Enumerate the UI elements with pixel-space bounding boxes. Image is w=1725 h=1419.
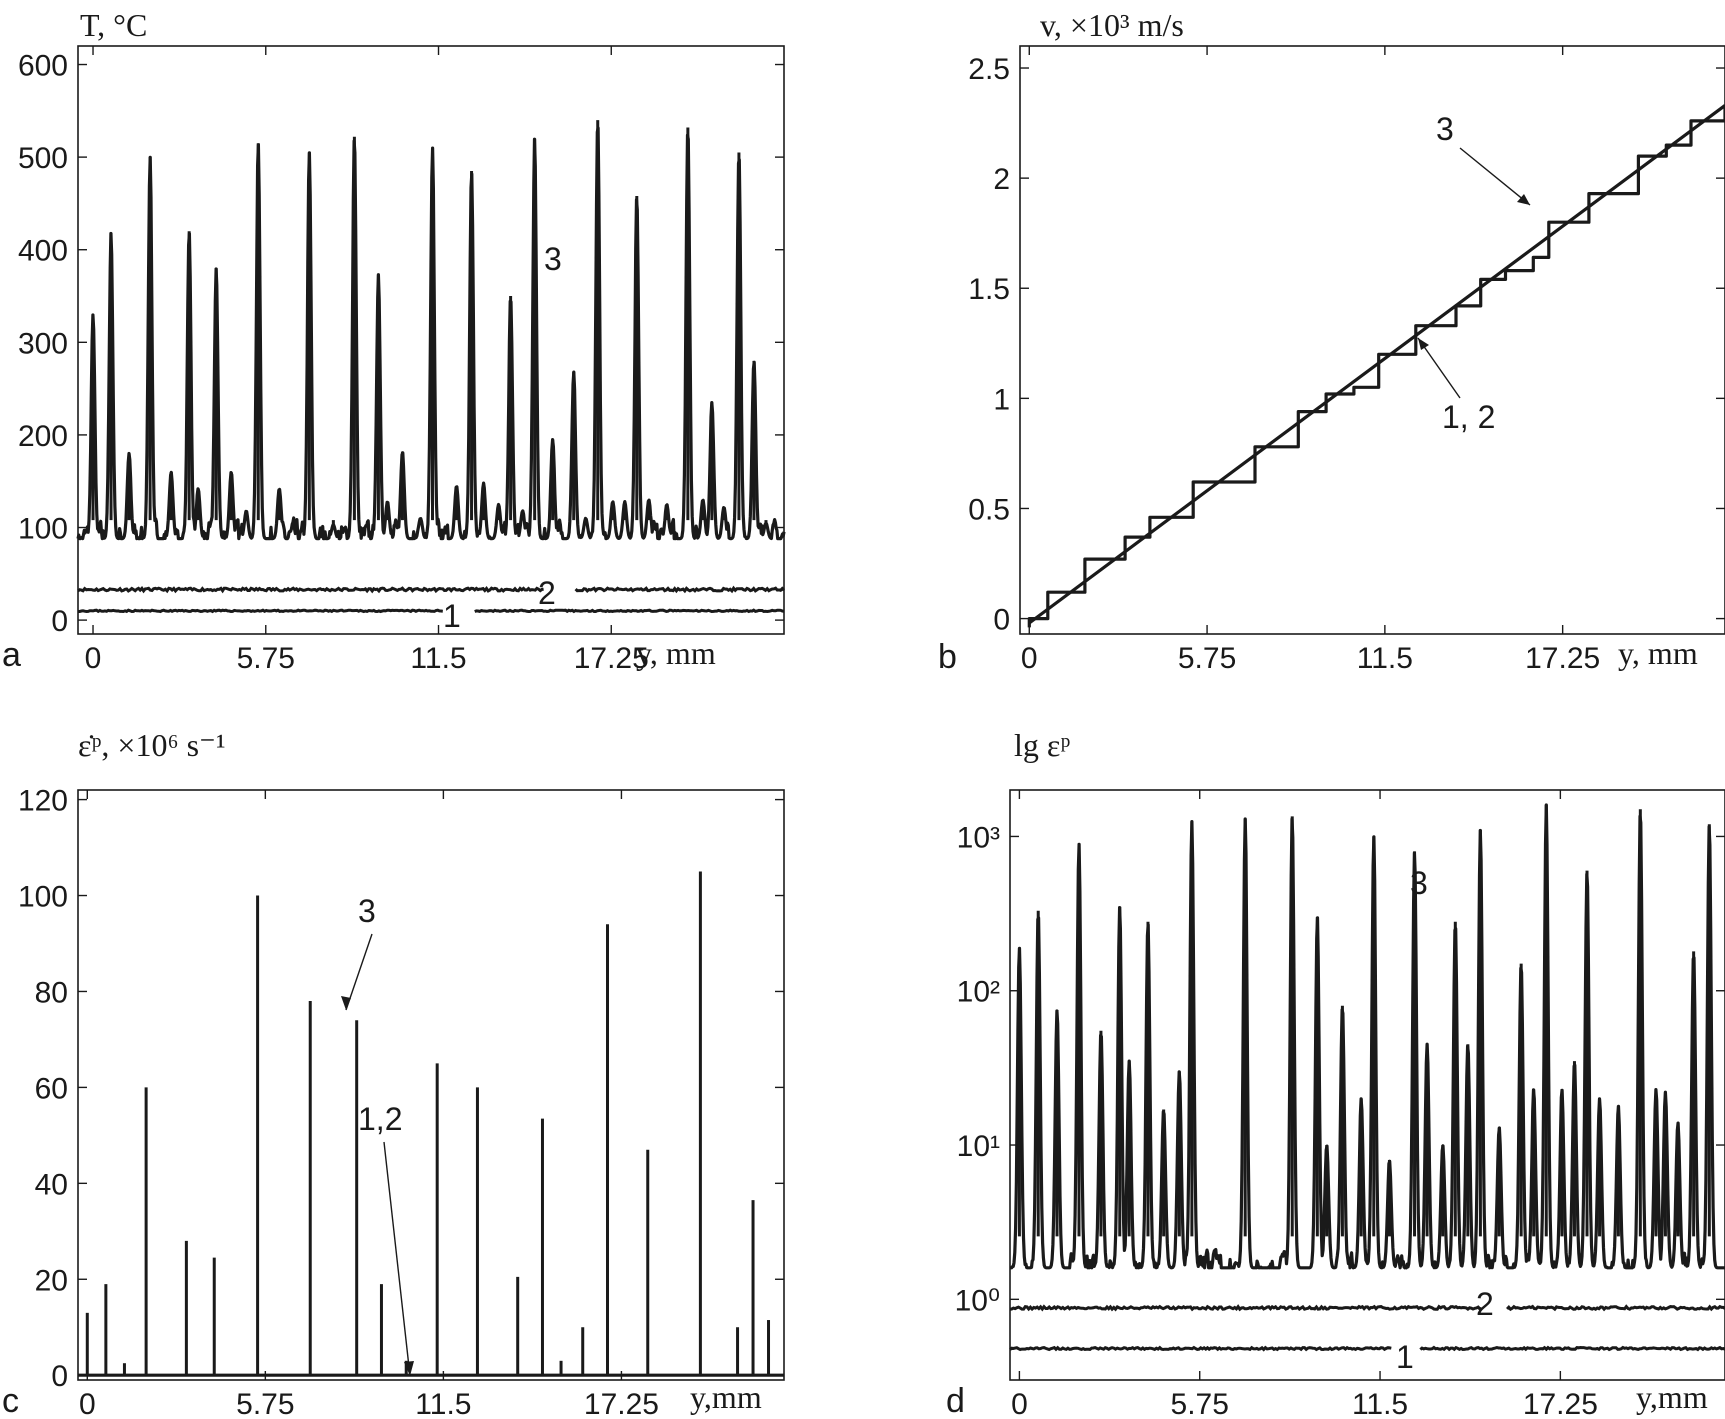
panel-c-ytick-label: 120 bbox=[18, 785, 68, 818]
panel-d-curve-2 bbox=[1009, 1304, 1725, 1312]
panel-d-curves bbox=[1009, 803, 1725, 1352]
panel-b-ytick-label: 1 bbox=[993, 383, 1010, 416]
panel-b-yticks: 0 0.5 1 1.5 2 2.5 bbox=[968, 53, 1725, 637]
panel-d: lg εᵖ 10⁰ 10¹ 10² 10³ 0 5.75 11.5 17.25 d y,mm… bbox=[946, 727, 1725, 1419]
panel-a: T, °C 0 100 200 300 400 500 600 0 5.75 11.5 17.25… bbox=[2, 7, 786, 675]
panel-d-ytick-label: 10¹ bbox=[957, 1130, 1000, 1163]
panel-c-curves bbox=[78, 871, 784, 1377]
panel-d-xtick-label: 5.75 bbox=[1171, 1388, 1229, 1419]
panel-d-ytick-label: 10⁰ bbox=[955, 1284, 1000, 1317]
panel-b-ylabel: v, ×10³ m/s bbox=[1040, 7, 1184, 43]
panel-a-ytick-label: 400 bbox=[18, 235, 68, 268]
panel-d-xtick-label: 17.25 bbox=[1523, 1388, 1598, 1419]
panel-c-xtick-label: 11.5 bbox=[415, 1388, 471, 1419]
panel-b-label-curve-3: 3 bbox=[1436, 111, 1454, 147]
panel-a-ytick-label: 0 bbox=[51, 605, 68, 638]
panel-a-label-curve-3: 3 bbox=[544, 241, 562, 277]
panel-c: ε̇ᵖ, ×10⁶ s⁻¹ 0 20 40 60 80 100 120 0 5.75 11.5 1… bbox=[2, 727, 785, 1419]
panel-a-xtick-label: 5.75 bbox=[237, 642, 295, 675]
panel-c-ytick-label: 100 bbox=[18, 881, 68, 914]
panel-a-ytick-label: 300 bbox=[18, 327, 68, 360]
panel-d-curve-1 bbox=[1009, 1345, 1725, 1352]
panel-c-xlabel: y,mm bbox=[690, 1379, 762, 1415]
panel-c-ytick-label: 0 bbox=[51, 1360, 68, 1393]
panel-b-ytick-label: 2.5 bbox=[968, 53, 1010, 86]
panel-c-ylabel: ε̇ᵖ, ×10⁶ s⁻¹ bbox=[78, 727, 226, 763]
panel-a-xticks: 0 5.75 11.5 17.25 bbox=[85, 46, 649, 675]
panel-c-ytick-label: 60 bbox=[35, 1072, 68, 1105]
panel-c-xtick-label: 0 bbox=[79, 1388, 96, 1419]
panel-a-label-curve-2: 2 bbox=[538, 575, 556, 611]
panel-a-xtick-label: 11.5 bbox=[410, 642, 466, 675]
panel-b-xtick-label: 0 bbox=[1021, 642, 1038, 675]
panel-d-xtick-label: 11.5 bbox=[1352, 1388, 1408, 1419]
panel-c-yticks: 0 20 40 60 80 100 120 bbox=[18, 785, 784, 1393]
panel-b-arrow-3 bbox=[1459, 147, 1531, 206]
panel-b-ytick-label: 0.5 bbox=[968, 493, 1010, 526]
panel-b-ytick-label: 0 bbox=[993, 604, 1010, 637]
panel-b-ytick-label: 2 bbox=[993, 163, 1010, 196]
panel-d-letter: d bbox=[946, 1382, 965, 1419]
panel-b-frame bbox=[1019, 45, 1725, 635]
panel-b-xticks: 0 5.75 11.5 17.25 bbox=[1021, 46, 1600, 675]
panel-a-frame bbox=[77, 45, 785, 635]
panel-a-ytick-label: 500 bbox=[18, 142, 68, 175]
panel-c-xticks: 0 5.75 11.5 17.25 bbox=[79, 790, 659, 1419]
panel-d-label-curve-3: 3 bbox=[1410, 865, 1428, 901]
panel-d-xticks: 0 5.75 11.5 17.25 bbox=[1011, 790, 1598, 1419]
panel-b-arrowhead-3 bbox=[1517, 194, 1530, 205]
panel-c-label-curve-12: 1,2 bbox=[358, 1101, 402, 1137]
panel-a-ytick-label: 200 bbox=[18, 420, 68, 453]
panel-c-letter: c bbox=[2, 1382, 19, 1419]
panel-a-ytick-label: 100 bbox=[18, 513, 68, 546]
panel-a-xtick-label: 17.25 bbox=[574, 642, 649, 675]
panel-b-arrowhead-12 bbox=[1418, 338, 1429, 350]
panel-b-ytick-label: 1.5 bbox=[968, 273, 1010, 306]
panel-d-frame bbox=[1009, 789, 1725, 1381]
panel-c-arrow-12 bbox=[383, 1141, 411, 1377]
panel-b-curve-3 bbox=[1027, 105, 1725, 628]
panel-a-ylabel: T, °C bbox=[80, 7, 147, 43]
panel-a-curve-1 bbox=[78, 608, 785, 614]
panel-c-xtick-label: 17.25 bbox=[584, 1388, 659, 1419]
panel-c-frame bbox=[77, 789, 785, 1381]
panel-a-ytick-label: 600 bbox=[18, 50, 68, 83]
panel-b-xtick-label: 17.25 bbox=[1525, 642, 1600, 675]
panel-b-xtick-label: 11.5 bbox=[1357, 642, 1413, 675]
panel-d-ytick-label: 10² bbox=[957, 976, 1000, 1009]
panel-c-arrowhead-12 bbox=[404, 1361, 414, 1376]
panel-a-label-curve-1: 1 bbox=[443, 598, 461, 634]
panel-d-xlabel: y,mm bbox=[1636, 1379, 1708, 1415]
panel-b-xtick-label: 5.75 bbox=[1178, 642, 1236, 675]
panel-c-xtick-label: 5.75 bbox=[236, 1388, 294, 1419]
panel-b-xlabel: y, mm bbox=[1618, 635, 1698, 671]
panel-a-curve-3 bbox=[76, 126, 786, 541]
panel-a-xtick-label: 0 bbox=[85, 642, 102, 675]
panel-d-ytick-label: 10³ bbox=[957, 821, 1000, 854]
panel-b-curves bbox=[1027, 104, 1725, 628]
panel-a-curves bbox=[76, 120, 786, 614]
panel-d-ylabel: lg εᵖ bbox=[1014, 727, 1070, 763]
panel-a-curve-2 bbox=[77, 585, 786, 594]
panel-c-label-curve-3: 3 bbox=[358, 893, 376, 929]
panel-c-ytick-label: 40 bbox=[35, 1168, 68, 1201]
panel-b-letter: b bbox=[938, 638, 957, 676]
panel-d-yticks: 10⁰ 10¹ 10² 10³ bbox=[955, 821, 1725, 1317]
panel-b: v, ×10³ m/s 00.511.522.5 0 5.75 11.5 17.25 … bbox=[938, 7, 1725, 676]
panel-a-letter: a bbox=[2, 636, 21, 674]
panel-b-label-curve-12: 1, 2 bbox=[1442, 399, 1495, 435]
panel-d-label-curve-1: 1 bbox=[1396, 1339, 1414, 1375]
panel-b-arrow-12 bbox=[1417, 337, 1461, 399]
panel-a-xlabel: y, mm bbox=[636, 635, 716, 671]
panel-c-arrowhead-3 bbox=[341, 996, 351, 1010]
panel-c-arrow-3 bbox=[345, 933, 373, 1011]
panel-a-yticks: 0 100 200 300 400 500 600 bbox=[18, 50, 784, 638]
panel-c-ytick-label: 20 bbox=[35, 1264, 68, 1297]
panel-d-xtick-label: 0 bbox=[1011, 1388, 1028, 1419]
panel-d-label-curve-2: 2 bbox=[1476, 1286, 1494, 1322]
panel-c-ytick-label: 80 bbox=[35, 976, 68, 1009]
